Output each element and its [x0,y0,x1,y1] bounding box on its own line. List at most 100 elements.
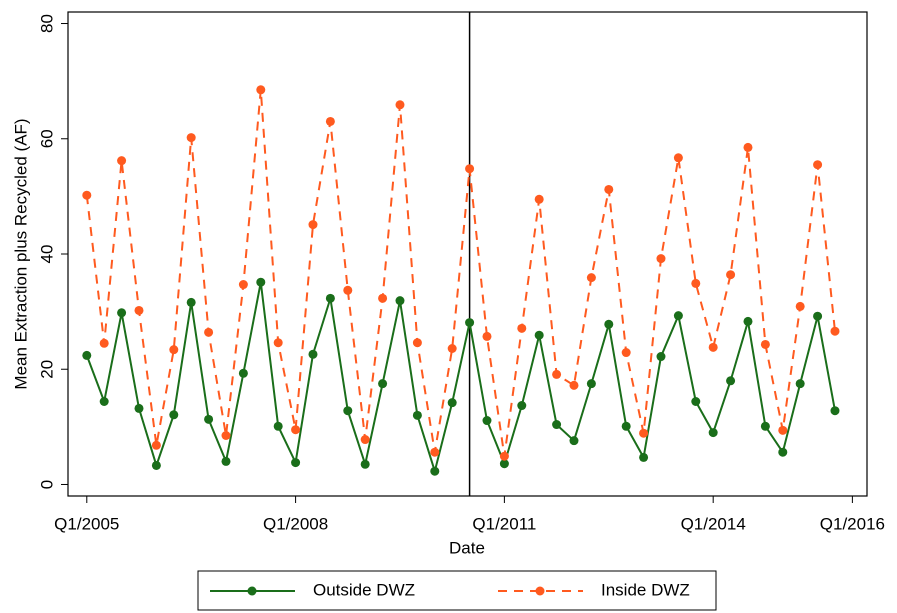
data-point [517,323,527,333]
data-point [517,401,527,411]
data-point [830,406,840,416]
data-point [117,156,127,166]
data-point [151,440,161,450]
data-point [412,338,422,348]
data-point [795,301,805,311]
data-point [430,447,440,457]
data-point [412,410,422,420]
data-point [534,194,544,204]
data-point [256,277,266,287]
legend-label: Inside DWZ [601,580,690,599]
data-point [291,458,301,468]
y-tick-label: 60 [37,129,56,148]
data-point [186,297,196,307]
data-point [639,452,649,462]
data-point [99,397,109,407]
y-tick-label: 80 [37,14,56,33]
data-point [256,85,266,95]
data-point [221,431,231,440]
data-point [708,342,718,352]
data-point [482,331,492,341]
legend-label: Outside DWZ [313,580,415,599]
data-point [621,348,631,358]
y-axis-title: Mean Extraction plus Recycled (AF) [11,118,30,389]
data-point [273,421,283,431]
data-point [499,451,509,461]
data-point [395,296,405,306]
x-tick-label: Q1/2008 [263,514,328,533]
data-point [778,425,788,435]
y-tick-label: 0 [37,480,56,489]
data-point [569,436,579,446]
data-point [395,100,405,110]
data-point [221,456,231,466]
x-tick-label: Q1/2014 [681,514,746,533]
data-point [360,435,370,445]
data-point [238,280,248,290]
data-point [586,273,596,283]
x-tick-label: Q1/2005 [54,514,119,533]
data-point [691,397,701,407]
plot-frame [67,11,868,497]
legend-marker [247,586,257,596]
data-point [743,316,753,326]
data-point [343,406,353,416]
data-point [186,133,196,143]
data-point [360,459,370,469]
data-point [325,116,335,126]
data-point [82,350,92,360]
data-point [726,270,736,280]
data-point [308,220,318,230]
data-point [291,425,301,435]
data-point [830,326,840,336]
data-point [99,338,109,348]
data-point [708,428,718,438]
data-point [465,164,475,174]
data-point [569,380,579,390]
data-point [308,349,318,359]
data-point [238,368,248,378]
data-point [117,308,127,318]
data-point [378,293,388,303]
data-point [378,379,388,389]
data-point [586,379,596,389]
data-point [134,403,144,413]
data-point [465,318,475,328]
data-point [273,338,283,348]
data-point [204,414,214,424]
data-point [743,142,753,152]
data-point [656,352,666,362]
data-point [430,466,440,476]
legend-marker [535,586,545,596]
data-point [552,420,562,430]
data-point [499,459,509,469]
data-point [343,285,353,295]
data-point [813,311,823,321]
x-tick-label: Q1/2016 [820,514,885,533]
x-tick-label: Q1/2011 [472,514,536,533]
data-point [778,447,788,457]
data-point [604,319,614,329]
data-point [82,190,92,200]
data-point [204,327,214,337]
data-point [134,305,144,315]
data-point [673,311,683,321]
data-point [813,160,823,170]
data-point [552,369,562,379]
data-point [639,428,649,438]
data-point [169,345,179,355]
data-point [760,339,770,349]
data-point [169,410,179,420]
data-point [726,376,736,386]
y-tick-label: 40 [37,245,56,264]
data-point [482,416,492,426]
data-point [760,421,770,431]
data-point [656,254,666,264]
x-axis-title: Date [449,538,485,557]
y-tick-label: 20 [37,360,56,379]
data-point [691,278,701,288]
data-point [325,293,335,303]
data-point [151,460,161,470]
series-line [85,282,836,475]
